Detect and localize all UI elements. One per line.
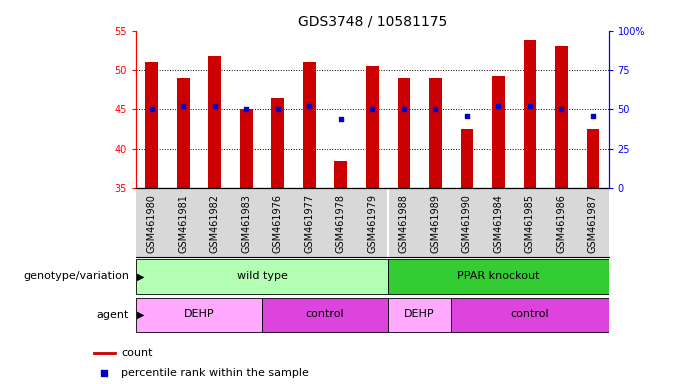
Point [493, 103, 504, 109]
Bar [209, 56, 221, 188]
Text: control: control [306, 309, 344, 319]
Point [461, 113, 472, 119]
Text: GSM461987: GSM461987 [588, 194, 598, 253]
Point [209, 103, 220, 109]
Text: ▶: ▶ [137, 271, 145, 281]
Point [556, 106, 567, 113]
Text: count: count [121, 348, 153, 358]
Text: ▶: ▶ [137, 310, 145, 320]
Text: GSM461977: GSM461977 [304, 194, 314, 253]
Text: wild type: wild type [237, 271, 288, 281]
Text: GSM461980: GSM461980 [147, 194, 157, 253]
Point [241, 106, 252, 113]
Point [304, 103, 315, 109]
Text: DEHP: DEHP [184, 309, 214, 319]
Text: PPAR knockout: PPAR knockout [457, 271, 539, 281]
Text: GSM461981: GSM461981 [178, 194, 188, 253]
FancyBboxPatch shape [136, 259, 388, 294]
Bar [240, 109, 252, 188]
Text: control: control [511, 309, 549, 319]
Title: GDS3748 / 10581175: GDS3748 / 10581175 [298, 14, 447, 28]
Point [272, 106, 283, 113]
Point [398, 106, 409, 113]
FancyBboxPatch shape [451, 298, 609, 332]
Point [524, 103, 535, 109]
FancyBboxPatch shape [388, 298, 451, 332]
Bar [587, 129, 599, 188]
Text: percentile rank within the sample: percentile rank within the sample [121, 368, 309, 378]
FancyBboxPatch shape [262, 298, 388, 332]
Text: GSM461983: GSM461983 [241, 194, 252, 253]
Bar [492, 76, 505, 188]
Bar [398, 78, 410, 188]
Bar [146, 62, 158, 188]
Text: GSM461978: GSM461978 [336, 194, 346, 253]
FancyBboxPatch shape [388, 259, 609, 294]
Text: GSM461988: GSM461988 [398, 194, 409, 253]
Bar [555, 46, 568, 188]
Text: agent: agent [97, 310, 129, 320]
Text: genotype/variation: genotype/variation [23, 271, 129, 281]
Bar [303, 62, 316, 188]
Text: GSM461990: GSM461990 [462, 194, 472, 253]
Text: GSM461989: GSM461989 [430, 194, 441, 253]
Point [177, 103, 188, 109]
Bar [366, 66, 379, 188]
Point [367, 106, 378, 113]
Text: GSM461985: GSM461985 [525, 194, 535, 253]
Bar [177, 78, 190, 188]
Point [335, 116, 346, 122]
Text: GSM461976: GSM461976 [273, 194, 283, 253]
Text: GSM461979: GSM461979 [367, 194, 377, 253]
Text: DEHP: DEHP [404, 309, 435, 319]
Point [146, 106, 157, 113]
Text: GSM461984: GSM461984 [493, 194, 503, 253]
Point [588, 113, 598, 119]
Text: GSM461986: GSM461986 [556, 194, 566, 253]
Bar [524, 40, 536, 188]
FancyBboxPatch shape [136, 298, 262, 332]
Bar [271, 98, 284, 188]
Bar [460, 129, 473, 188]
Text: GSM461982: GSM461982 [209, 194, 220, 253]
Bar [335, 161, 347, 188]
Point [430, 106, 441, 113]
Bar [429, 78, 441, 188]
